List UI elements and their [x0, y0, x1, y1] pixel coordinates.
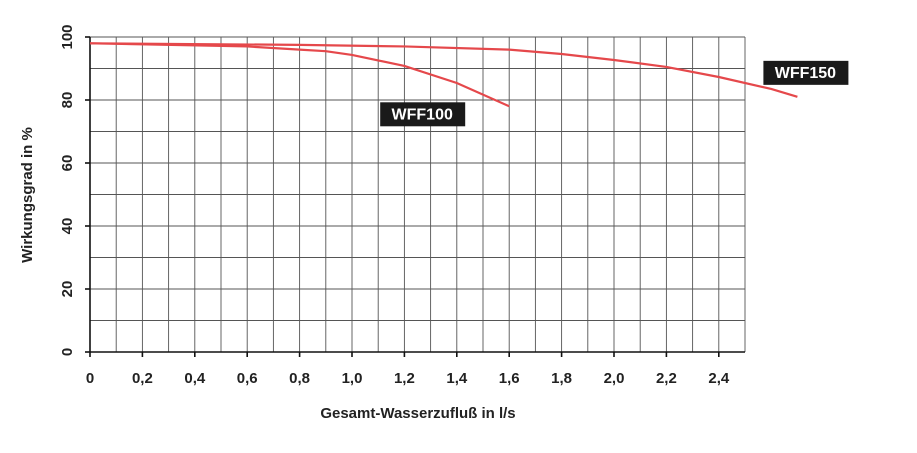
legend-label: WFF150 [775, 65, 836, 82]
series-label: WFF100 [380, 102, 466, 127]
y-tick-label: 100 [59, 24, 76, 49]
legend-label: WFF100 [392, 107, 453, 124]
x-tick-label: 1,8 [551, 370, 572, 387]
series-label: WFF150 [763, 60, 849, 85]
x-axis-label: Gesamt-Wasserzufluß in l/s [320, 405, 515, 422]
x-tick-label: 0,4 [184, 370, 206, 387]
x-tick-label: 1,0 [342, 370, 363, 387]
x-tick-label: 2,2 [656, 370, 677, 387]
x-tick-label: 1,6 [499, 370, 520, 387]
y-axis-label: Wirkungsgrad in % [19, 127, 36, 263]
x-tick-label: 2,4 [708, 370, 730, 387]
x-tick-label: 0 [86, 370, 94, 387]
x-tick-label: 1,4 [446, 370, 468, 387]
y-tick-label: 0 [59, 348, 76, 356]
label-box [763, 60, 849, 85]
x-tick-label: 0,8 [289, 370, 310, 387]
y-tick-label: 80 [59, 92, 76, 109]
y-tick-label: 60 [59, 155, 76, 172]
x-tick-label: 2,0 [604, 370, 625, 387]
line-series [89, 42, 798, 98]
y-tick-label: 20 [59, 281, 76, 298]
x-tick-label: 1,2 [394, 370, 415, 387]
x-tick-label: 0,6 [237, 370, 258, 387]
x-tick-label: 0,2 [132, 370, 153, 387]
line-series [89, 42, 510, 108]
label-box [380, 102, 466, 127]
y-tick-label: 40 [59, 218, 76, 235]
